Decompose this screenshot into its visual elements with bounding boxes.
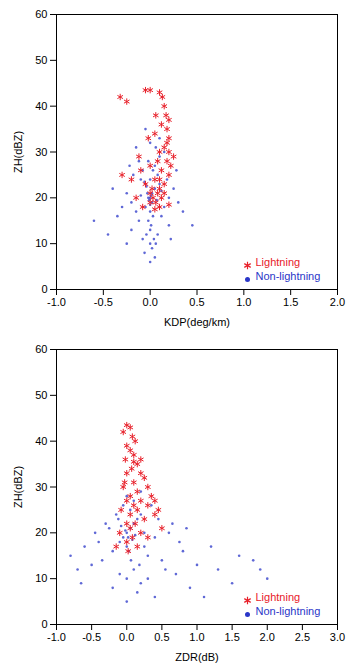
- svg-text:3.0: 3.0: [330, 631, 345, 643]
- svg-text:ZH(dBZ): ZH(dBZ): [12, 131, 24, 173]
- svg-text:2.5: 2.5: [295, 631, 310, 643]
- svg-text:50: 50: [35, 54, 47, 66]
- svg-text:50: 50: [35, 389, 47, 401]
- svg-text:40: 40: [35, 435, 47, 447]
- svg-text:30: 30: [35, 146, 47, 158]
- svg-text:-1.0: -1.0: [47, 296, 66, 308]
- svg-text:20: 20: [35, 526, 47, 538]
- svg-text:-1.0: -1.0: [47, 631, 66, 643]
- svg-text:20: 20: [35, 191, 47, 203]
- svg-text:10: 10: [35, 572, 47, 584]
- svg-text:0.5: 0.5: [189, 296, 204, 308]
- svg-text:-0.5: -0.5: [82, 631, 101, 643]
- svg-text:0.0: 0.0: [143, 296, 158, 308]
- svg-text:0.5: 0.5: [154, 631, 169, 643]
- svg-text:40: 40: [35, 100, 47, 112]
- svg-text:1.0: 1.0: [189, 631, 204, 643]
- svg-text:0: 0: [41, 283, 47, 295]
- svg-text:30: 30: [35, 481, 47, 493]
- svg-text:ZDR(dB): ZDR(dB): [175, 651, 218, 663]
- svg-text:2.0: 2.0: [330, 296, 345, 308]
- svg-text:60: 60: [35, 8, 47, 20]
- svg-text:Lightning: Lightning: [256, 591, 301, 603]
- svg-text:1.0: 1.0: [236, 296, 251, 308]
- svg-text:0.0: 0.0: [119, 631, 134, 643]
- svg-text:ZH(dBZ): ZH(dBZ): [12, 466, 24, 508]
- svg-text:Lightning: Lightning: [256, 256, 301, 268]
- svg-text:60: 60: [35, 343, 47, 355]
- svg-text:2.0: 2.0: [260, 631, 275, 643]
- svg-text:KDP(deg/km): KDP(deg/km): [164, 316, 230, 328]
- svg-text:1.5: 1.5: [224, 631, 239, 643]
- svg-text:10: 10: [35, 237, 47, 249]
- svg-text:Non-lightning: Non-lightning: [256, 270, 321, 282]
- svg-text:Non-lightning: Non-lightning: [256, 605, 321, 617]
- svg-text:-0.5: -0.5: [94, 296, 113, 308]
- svg-text:0: 0: [41, 618, 47, 630]
- svg-text:1.5: 1.5: [283, 296, 298, 308]
